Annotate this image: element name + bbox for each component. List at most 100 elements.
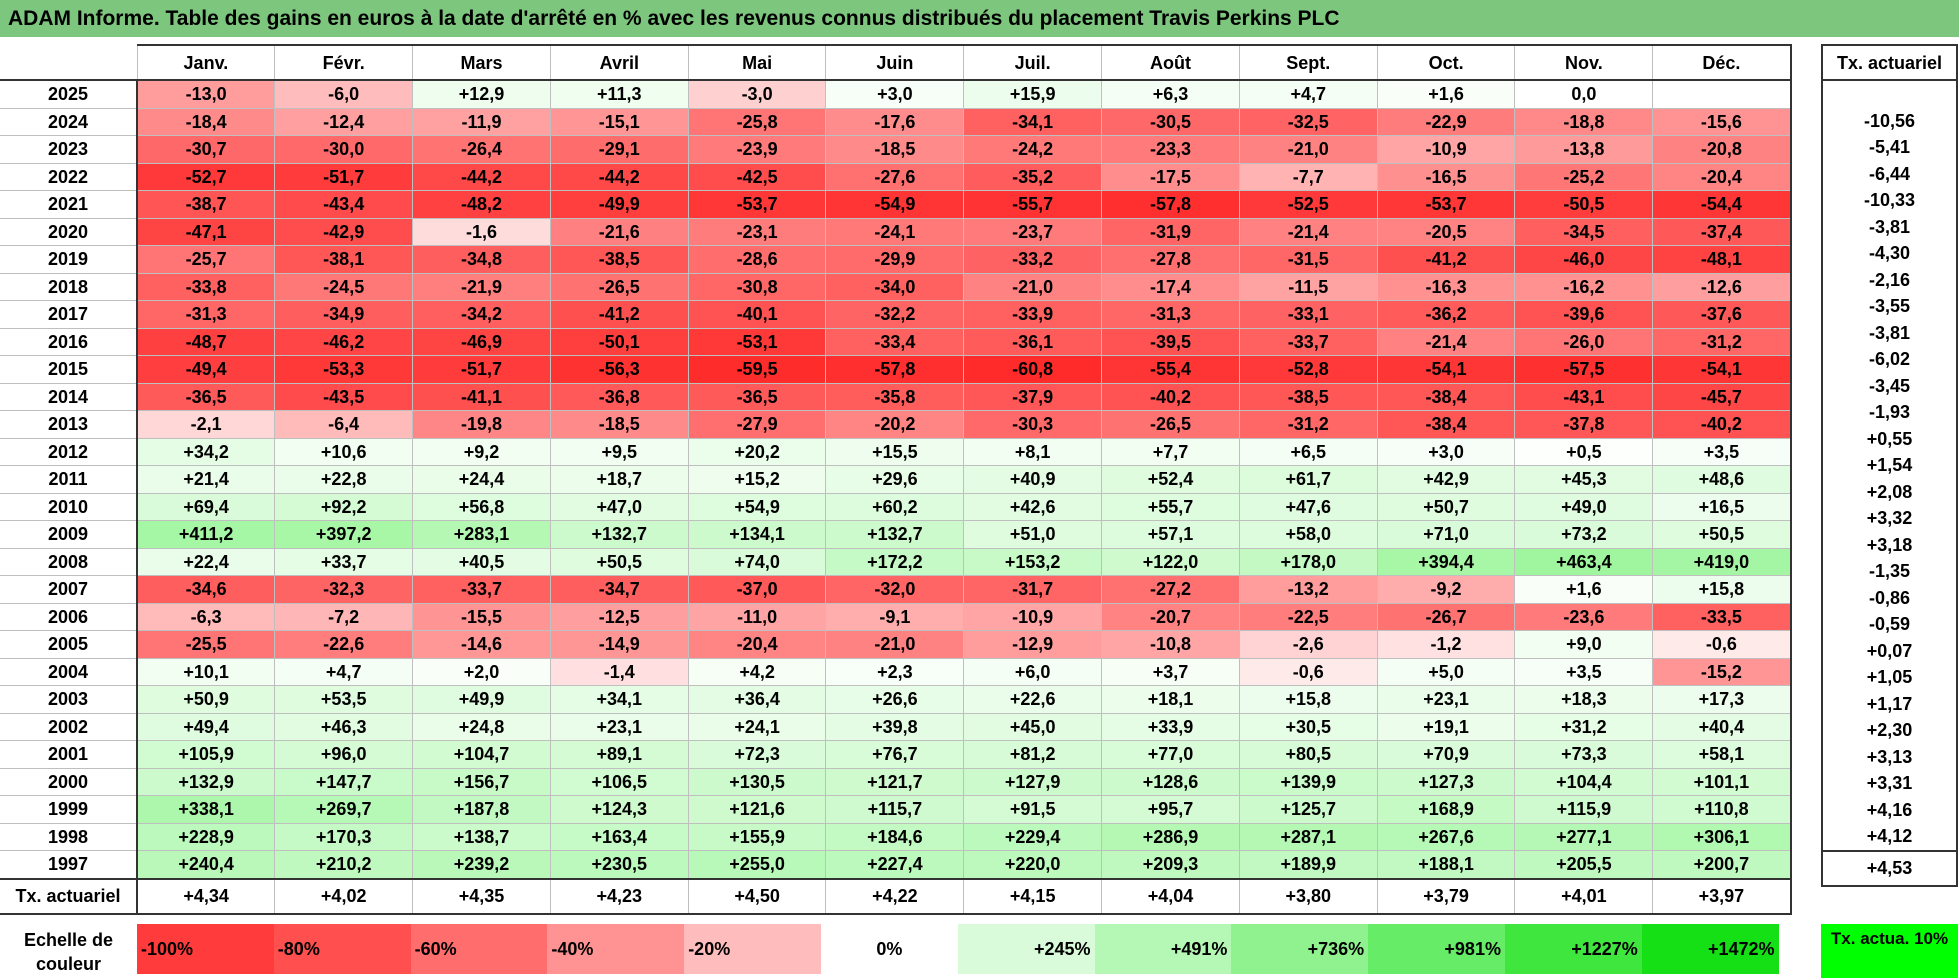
gain-cell: +239,2 [412,850,551,880]
gain-cell: +10,6 [274,437,414,466]
total-cell: +4,35 [412,877,551,915]
actuarial-rate-cell: -3,81 [1821,319,1958,346]
year-cell: 2023 [0,135,138,164]
gain-cell: -20,4 [687,630,827,659]
gain-cell: +10,1 [136,657,276,686]
gain-cell: -41,2 [549,300,689,329]
gain-cell: +115,7 [825,795,965,824]
gain-cell: -33,4 [825,327,965,356]
gain-cell: -0,6 [1652,630,1792,659]
gain-cell: +3,0 [1376,437,1516,466]
gain-cell: -31,2 [1238,410,1378,439]
gain-cell: -42,9 [274,217,414,246]
gain-cell: -30,8 [687,272,827,301]
color-scale-swatch: -60% [410,924,548,974]
gain-cell: +5,0 [1376,657,1516,686]
gain-cell: +40,4 [1652,712,1792,741]
gain-cell: +132,7 [825,520,965,549]
gain-cell: -18,8 [1514,107,1654,136]
gain-cell: +22,8 [274,465,414,494]
gain-cell: +15,9 [963,79,1103,109]
gain-cell: +267,6 [1376,822,1516,851]
gain-cell: +104,7 [412,740,551,769]
gain-cell: -30,3 [963,410,1103,439]
gain-cell: -46,0 [1514,245,1654,274]
gain-cell: -37,0 [687,575,827,604]
gain-cell: -37,8 [1514,410,1654,439]
gain-cell: +110,8 [1652,795,1792,824]
gain-cell: +16,5 [1652,492,1792,521]
gain-cell: -56,3 [549,355,689,384]
gain-cell: +18,1 [1101,685,1240,714]
gain-cell: -7,7 [1238,162,1378,191]
actuarial-rate-cell: -6,44 [1821,160,1958,187]
gain-cell: -12,4 [274,107,414,136]
actuarial-rate-column: Tx. actuariel -10,56 -5,41 -6,44 -10,33 -3,8… [1821,44,1958,887]
gain-cell: +106,5 [549,767,689,796]
gain-cell: +172,2 [825,547,965,576]
table-row: 2000 +132,9 +147,7 +156,7 +106,5 +130,5 +121,7… [0,767,1792,796]
gain-cell: -32,3 [274,575,414,604]
gain-cell: -21,4 [1238,217,1378,246]
color-scale: -100% -80% -60% -40% -20% 0% +245% +491% +736% +9… [137,924,1779,974]
gain-cell: -33,9 [963,300,1103,329]
gain-cell: -11,0 [687,602,827,631]
gain-cell: +55,7 [1101,492,1240,521]
gain-cell: -31,9 [1101,217,1240,246]
gain-cell: -15,1 [549,107,689,136]
gain-cell: -33,7 [1238,327,1378,356]
gain-cell: -36,2 [1376,300,1516,329]
gains-table: Janv. Févr. Mars Avril Mai Juin Juil. Août Sept.… [0,44,1792,915]
gain-cell: -23,7 [963,217,1103,246]
gain-cell: -20,2 [825,410,965,439]
table-row: 2018 -33,8 -24,5 -21,9 -26,5 -30,8 -34,0 -21,0-… [0,272,1792,301]
gain-cell: +47,6 [1238,492,1378,521]
gain-cell: +287,1 [1238,822,1378,851]
gain-cell: -18,4 [136,107,276,136]
gain-cell: +50,7 [1376,492,1516,521]
gain-cell: +155,9 [687,822,827,851]
gain-cell: +45,0 [963,712,1103,741]
gain-cell: -26,4 [412,135,551,164]
total-cell: +3,97 [1652,877,1792,915]
gain-cell: +22,6 [963,685,1103,714]
gain-cell: -57,8 [825,355,965,384]
month-header: Sept. [1238,44,1378,81]
gain-cell: +70,9 [1376,740,1516,769]
gain-cell: -39,5 [1101,327,1240,356]
year-cell: 2010 [0,492,138,521]
total-cell: +4,23 [549,877,689,915]
year-cell: 2000 [0,767,138,796]
gain-cell: -24,2 [963,135,1103,164]
actuarial-rate-cell: -0,59 [1821,611,1958,638]
gain-cell: +168,9 [1376,795,1516,824]
gain-cell: +26,6 [825,685,965,714]
table-row: 2009 +411,2 +397,2 +283,1 +132,7 +134,1 +132,7… [0,520,1792,549]
gain-cell: -2,1 [136,410,276,439]
year-cell: 2020 [0,217,138,246]
gain-cell: +8,1 [963,437,1103,466]
color-scale-swatch: -20% [684,924,821,974]
gain-cell: -50,5 [1514,190,1654,219]
gain-cell: +306,1 [1652,822,1792,851]
gain-cell: -1,6 [412,217,551,246]
gain-cell: -57,8 [1101,190,1240,219]
gain-cell: +12,9 [412,79,551,109]
gain-cell: +47,0 [549,492,689,521]
actuarial-rate-cell: +2,08 [1821,478,1958,505]
gain-cell: +153,2 [963,547,1103,576]
gain-cell: -28,6 [687,245,827,274]
year-cell: 2004 [0,657,138,686]
gain-cell: +163,4 [549,822,689,851]
gain-cell: -52,5 [1238,190,1378,219]
gain-cell: +4,7 [1238,79,1378,109]
gain-cell: +19,1 [1376,712,1516,741]
total-rate-cell: +4,53 [1821,849,1958,887]
actuarial-rate-cell: +3,18 [1821,531,1958,558]
gain-cell: +50,5 [1652,520,1792,549]
year-cell: 2003 [0,685,138,714]
table-row: 2010 +69,4 +92,2 +56,8 +47,0 +54,9 +60,2 +42,6 +… [0,492,1792,521]
gain-cell: +132,7 [549,520,689,549]
gain-cell: +0,5 [1514,437,1654,466]
gain-cell: +71,0 [1376,520,1516,549]
